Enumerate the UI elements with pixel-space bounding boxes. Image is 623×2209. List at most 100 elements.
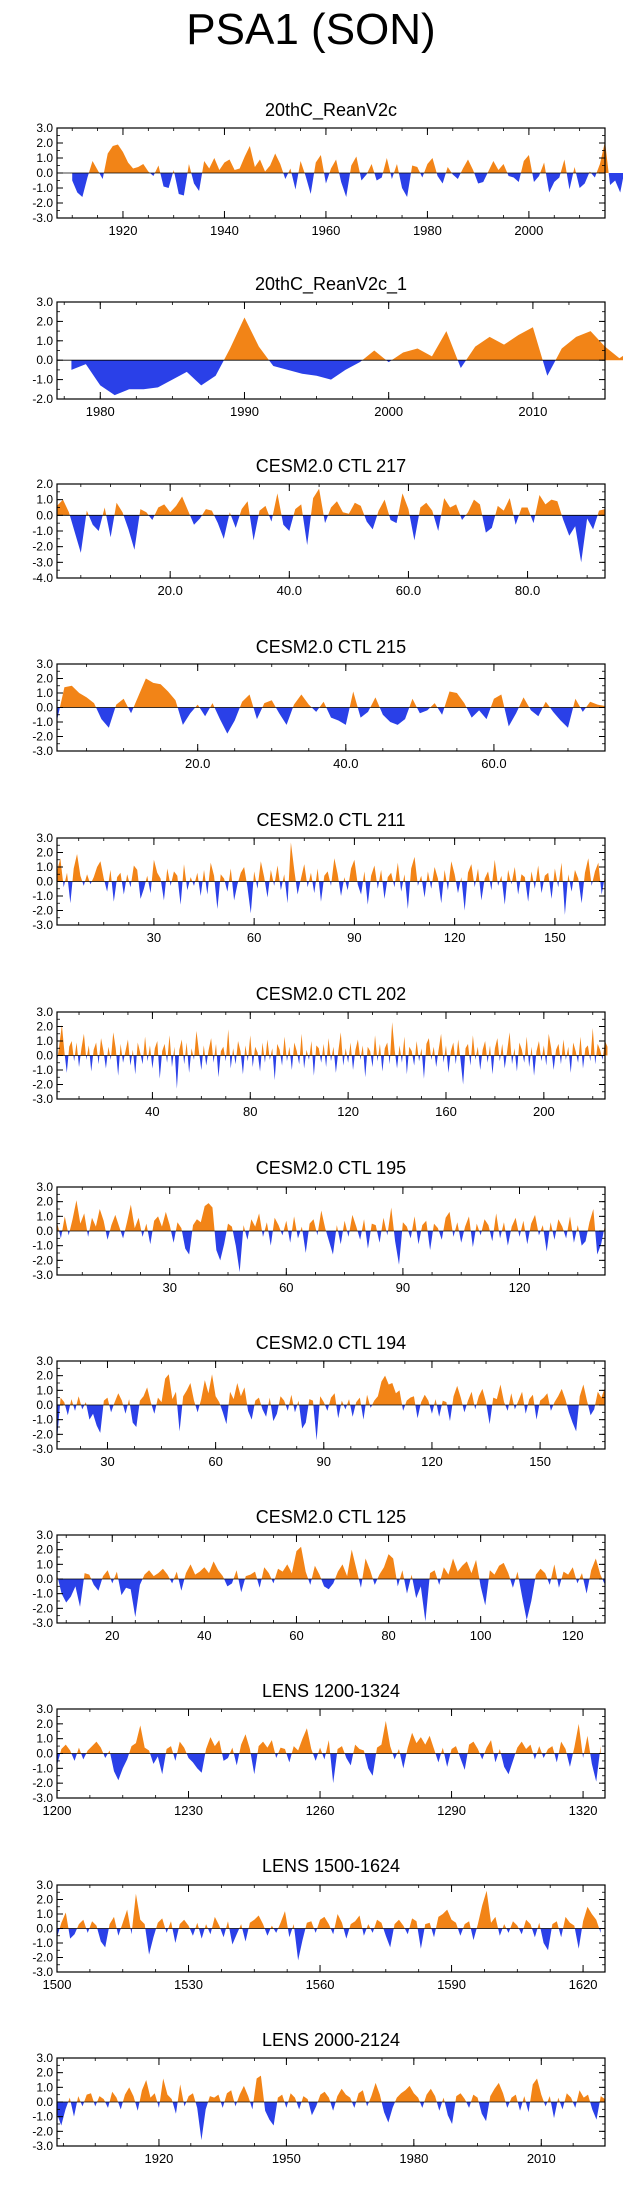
- x-tick-label: 60: [279, 1280, 293, 1295]
- positive-area: [57, 2075, 605, 2102]
- y-tick-label: 0.0: [36, 1747, 53, 1761]
- negative-area: [57, 1928, 601, 1961]
- x-tick-label: 60: [247, 930, 261, 945]
- y-tick-label: 2.0: [36, 1369, 53, 1383]
- y-tick-label: -2.0: [32, 196, 53, 210]
- y-tick-label: 3.0: [36, 121, 53, 135]
- x-tick-label: 1590: [437, 1977, 466, 1992]
- y-tick-label: -2.0: [32, 1078, 53, 1092]
- x-tick-label: 80: [381, 1628, 395, 1643]
- positive-area: [57, 1546, 605, 1579]
- y-tick-label: 2.0: [36, 672, 53, 686]
- y-tick-label: 0.0: [36, 1572, 53, 1586]
- y-tick-label: -2.0: [32, 730, 53, 744]
- x-tick-label: 40.0: [333, 756, 358, 771]
- y-tick-label: -1.0: [32, 1587, 53, 1601]
- y-tick-label: -2.0: [32, 2124, 53, 2138]
- x-tick-label: 1320: [569, 1803, 598, 1818]
- panel-title: LENS 1200-1324: [262, 1681, 400, 1701]
- x-tick-label: 120: [562, 1628, 584, 1643]
- y-tick-label: 0.0: [36, 701, 53, 715]
- y-tick-label: 1.0: [36, 493, 53, 507]
- x-tick-label: 100: [470, 1628, 492, 1643]
- panel-title: LENS 2000-2124: [262, 2030, 400, 2050]
- positive-area: [57, 678, 605, 708]
- y-tick-label: 2.0: [36, 1717, 53, 1731]
- y-tick-label: -1.0: [32, 1063, 53, 1077]
- y-tick-label: -3.0: [32, 1616, 53, 1630]
- y-tick-label: 1.0: [36, 1557, 53, 1571]
- positive-area: [72, 141, 623, 173]
- y-tick-label: 1.0: [36, 1732, 53, 1746]
- y-tick-label: -3.0: [32, 1791, 53, 1805]
- y-tick-label: -3.0: [32, 1092, 53, 1106]
- x-tick-label: 120: [444, 930, 466, 945]
- y-tick-label: 2.0: [36, 477, 53, 491]
- y-tick-label: 3.0: [36, 1005, 53, 1019]
- x-tick-label: 20.0: [158, 583, 183, 598]
- y-tick-label: -1.0: [32, 1761, 53, 1775]
- x-tick-label: 1980: [413, 223, 442, 238]
- panel-10: LENS 1200-13243.02.01.00.0-1.0-2.0-3.012…: [32, 1681, 606, 1818]
- panel-title: 20thC_ReanV2c: [265, 100, 397, 121]
- y-tick-label: -3.0: [32, 918, 53, 932]
- panel-2: 20thC_ReanV2c_1 3.0 2.0 1.0 0.0 -1.0 -2.0 1980 1…: [32, 274, 623, 419]
- x-tick-label: 80.0: [515, 583, 540, 598]
- panel-6: CESM2.0 CTL 202 3.02.01.00.0-1.0-2.0-3.0 4…: [32, 984, 608, 1119]
- y-tick-label: -3.0: [32, 1442, 53, 1456]
- negative-area: [72, 173, 623, 197]
- x-tick-label: 40: [145, 1104, 159, 1119]
- panel-1: 20thC_ReanV2c 3.02.01.00.0-1.0-2.0-3.0 192…: [32, 100, 623, 238]
- y-tick-label: 2.0: [36, 846, 53, 860]
- y-tick-label: 3.0: [36, 657, 53, 671]
- x-tick-label: 2010: [527, 2151, 556, 2166]
- panel-4: CESM2.0 CTL 215 3.02.01.00.0-1.0-2.0-3.0 2…: [32, 637, 606, 771]
- panels: 20thC_ReanV2c3.02.01.00.0-1.0-2.0-3.0192…: [32, 100, 623, 2166]
- y-tick-label: 2.0: [36, 1543, 53, 1557]
- negative-area: [57, 881, 605, 915]
- y-tick-label: 1.0: [36, 151, 53, 165]
- negative-area: [57, 1753, 601, 1784]
- x-tick-label: 120: [337, 1104, 359, 1119]
- y-tick-label: 3.0: [36, 1354, 53, 1368]
- y-tick-label: -1.0: [32, 1936, 53, 1950]
- y-tick-label: 1.0: [36, 1209, 53, 1223]
- x-tick-label: 1500: [43, 1977, 72, 1992]
- y-tick-label: 0.0: [36, 1049, 53, 1063]
- y-tick-label: -1.0: [32, 889, 53, 903]
- negative-area: [57, 1231, 605, 1273]
- panel-title: CESM2.0 CTL 194: [256, 1333, 406, 1353]
- y-tick-label: 2.0: [36, 1020, 53, 1034]
- y-tick-label: 0.0: [36, 353, 53, 367]
- panel-title: LENS 1500-1624: [262, 1856, 400, 1876]
- positive-area: [57, 1720, 601, 1754]
- y-tick-label: 3.0: [36, 1180, 53, 1194]
- y-tick-label: 0.0: [36, 508, 53, 522]
- y-tick-label: 2.0: [36, 1893, 53, 1907]
- x-tick-label: 150: [529, 1454, 551, 1469]
- y-tick-label: -3.0: [32, 211, 53, 225]
- y-tick-label: 1.0: [36, 1907, 53, 1921]
- x-tick-label: 80: [243, 1104, 257, 1119]
- panel-title: CESM2.0 CTL 217: [256, 456, 406, 476]
- negative-area: [71, 360, 623, 396]
- y-tick-label: -2.0: [32, 1601, 53, 1615]
- panel-12: LENS 2000-2124 3.02.01.00.0-1.0-2.0-3.0 19…: [32, 2030, 606, 2166]
- y-tick-label: 2.0: [36, 1195, 53, 1209]
- y-tick-label: -2.0: [32, 1253, 53, 1267]
- y-tick-label: 0.0: [36, 1224, 53, 1238]
- y-tick-label: -3.0: [32, 1268, 53, 1282]
- y-tick-label: 1.0: [36, 860, 53, 874]
- y-tick-label: 2.0: [36, 2066, 53, 2080]
- x-tick-label: 60.0: [481, 756, 506, 771]
- y-tick-label: -1.0: [32, 1413, 53, 1427]
- x-tick-label: 30: [100, 1454, 114, 1469]
- panel-title: CESM2.0 CTL 202: [256, 984, 406, 1004]
- x-tick-label: 1620: [569, 1977, 598, 1992]
- y-tick-label: 2.0: [36, 136, 53, 150]
- x-tick-label: 1940: [210, 223, 239, 238]
- y-tick-label: 3.0: [36, 1702, 53, 1716]
- x-tick-label: 1960: [311, 223, 340, 238]
- x-tick-label: 2000: [514, 223, 543, 238]
